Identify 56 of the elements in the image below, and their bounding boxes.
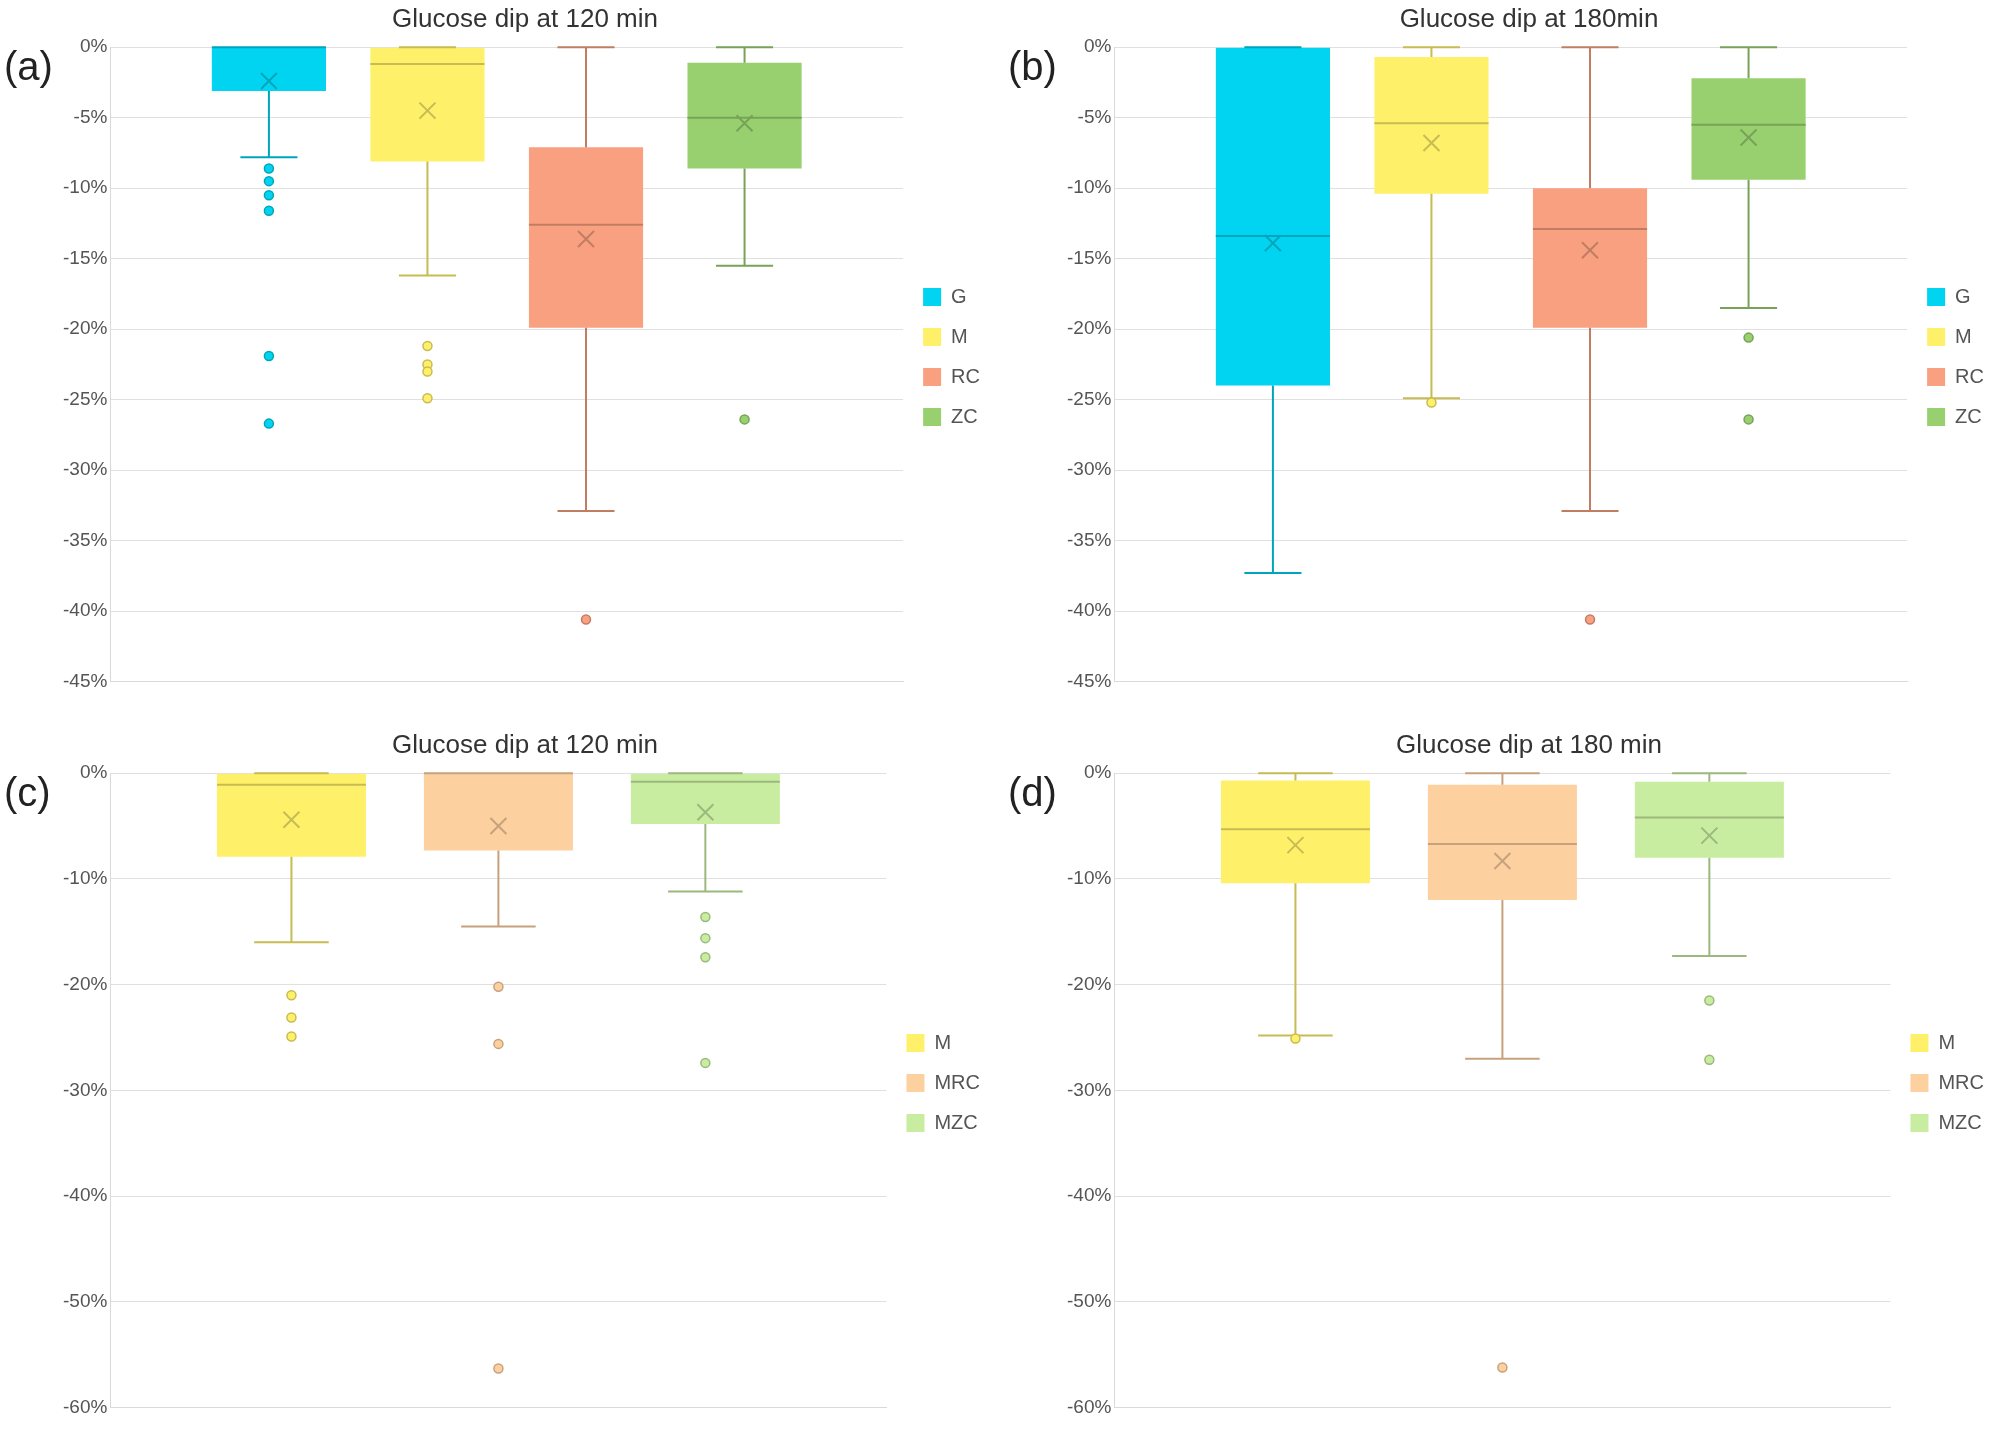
legend-label: M <box>1938 1030 1956 1053</box>
y-tick-label: -60% <box>63 1395 108 1417</box>
chart-title: Glucose dip at 120 min <box>392 2 658 33</box>
legend-label: M <box>951 324 968 347</box>
legend-label: RC <box>1955 364 1984 387</box>
legend-label: MRC <box>1938 1070 1984 1093</box>
text: (c) <box>4 770 51 814</box>
legend-label: M <box>934 1030 952 1053</box>
legend-label: M <box>1955 324 1972 347</box>
y-tick-label: -5% <box>73 105 108 127</box>
y-tick-label: -10% <box>1067 176 1112 198</box>
legend-label: MZC <box>1938 1110 1982 1133</box>
y-tick-label: 0% <box>1083 761 1112 783</box>
y-tick-label: -10% <box>63 867 108 889</box>
y-tick-label: 0% <box>79 761 108 783</box>
chart-title: Glucose dip at 180min <box>1399 2 1659 33</box>
legend-label: ZC <box>951 404 978 427</box>
y-tick-label: -25% <box>1067 387 1112 409</box>
y-tick-label: -30% <box>63 458 108 480</box>
y-tick-label: 0% <box>79 35 108 57</box>
legend-label: G <box>951 284 967 307</box>
y-tick-label: -15% <box>63 246 108 268</box>
y-tick-label: -20% <box>1067 317 1112 339</box>
y-tick-label: -15% <box>1067 246 1112 268</box>
y-tick-label: -50% <box>1067 1290 1112 1312</box>
chart-title: Glucose dip at 180 min <box>1396 728 1662 759</box>
y-tick-label: -5% <box>1077 105 1112 127</box>
y-tick-label: -30% <box>1067 458 1112 480</box>
y-tick-label: -40% <box>1067 599 1112 621</box>
y-tick-label: 0% <box>1083 35 1112 57</box>
y-tick-label: -40% <box>63 599 108 621</box>
y-tick-label: -60% <box>1067 1395 1112 1417</box>
legend-label: ZC <box>1955 404 1982 427</box>
y-tick-label: -45% <box>63 669 108 691</box>
y-tick-label: -10% <box>63 176 108 198</box>
chart-title: Glucose dip at 120 min <box>392 728 658 759</box>
text: (a) <box>4 44 53 88</box>
y-tick-label: -30% <box>1067 1078 1112 1100</box>
y-tick-label: -30% <box>63 1078 108 1100</box>
y-tick-label: -40% <box>1067 1184 1112 1206</box>
y-tick-label: -20% <box>63 317 108 339</box>
y-tick-label: -50% <box>63 1290 108 1312</box>
y-tick-label: -20% <box>63 972 108 994</box>
legend-label: RC <box>951 364 980 387</box>
y-tick-label: -35% <box>1067 528 1112 550</box>
y-tick-label: -20% <box>1067 972 1112 994</box>
y-tick-label: -25% <box>63 387 108 409</box>
text: (d) <box>1008 770 1057 814</box>
legend-label: G <box>1955 284 1971 307</box>
y-tick-label: -45% <box>1067 669 1112 691</box>
y-tick-label: -10% <box>1067 867 1112 889</box>
legend-label: MZC <box>934 1110 978 1133</box>
text: (b) <box>1008 44 1057 88</box>
y-tick-label: -35% <box>63 528 108 550</box>
y-tick-label: -40% <box>63 1184 108 1206</box>
legend-label: MRC <box>934 1070 980 1093</box>
